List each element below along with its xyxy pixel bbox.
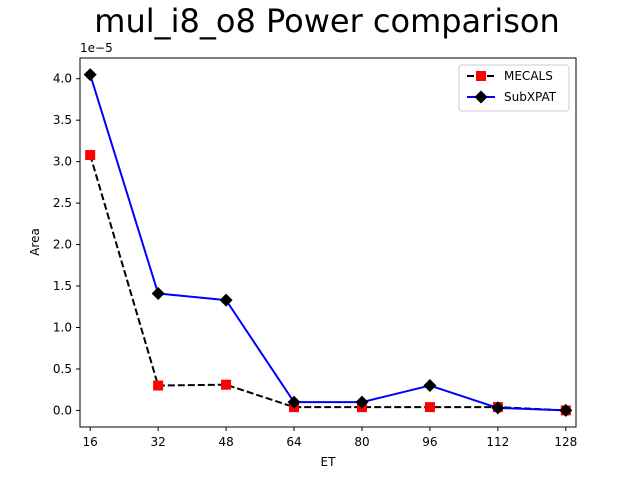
data-point: [491, 401, 505, 415]
data-point: [287, 395, 301, 409]
y-tick-label: 4.0: [53, 72, 72, 86]
legend-marker: [474, 90, 488, 104]
series-layer: [83, 68, 573, 417]
legend-entry: MECALS: [467, 69, 553, 83]
x-tick-label: 128: [554, 435, 577, 449]
x-axis-label: ET: [321, 455, 337, 469]
y-offset-text: 1e−5: [80, 41, 113, 55]
series-subxpat: [83, 68, 573, 417]
y-tick-label: 1.0: [53, 320, 72, 334]
data-point: [221, 379, 232, 390]
legend: MECALS SubXPAT: [458, 64, 570, 112]
y-tick-label: 2.0: [53, 238, 72, 252]
chart-title: mul_i8_o8 Power comparison: [94, 2, 559, 40]
plot-area-frame: [79, 57, 577, 428]
y-axis-label: Area: [28, 228, 42, 256]
data-point: [559, 403, 573, 417]
x-tick-label: 80: [354, 435, 369, 449]
y-tick-label: 0.0: [53, 403, 72, 417]
series-line: [89, 74, 566, 412]
x-tick-label: 48: [218, 435, 233, 449]
data-point: [219, 293, 233, 307]
legend-label: MECALS: [504, 69, 553, 83]
data-point: [355, 395, 369, 409]
y-tick-label: 1.5: [53, 279, 72, 293]
y-tick-label: 2.5: [53, 196, 72, 210]
y-tick-label: 3.0: [53, 155, 72, 169]
legend-label: SubXPAT: [504, 90, 557, 104]
legend-entry: SubXPAT: [467, 90, 557, 104]
x-tick-label: 112: [486, 435, 509, 449]
series-mecals: [85, 150, 571, 416]
data-point: [151, 286, 165, 300]
x-tick-label: 32: [150, 435, 165, 449]
data-point: [424, 402, 435, 413]
y-tick-label: 0.5: [53, 362, 72, 376]
x-tick-label: 96: [422, 435, 437, 449]
x-tick-label: 64: [286, 435, 301, 449]
y-tick-label: 3.5: [53, 113, 72, 127]
legend-frame: [458, 64, 570, 112]
series-line: [89, 154, 566, 412]
legend-marker: [476, 71, 486, 81]
data-point: [423, 379, 437, 393]
x-tick-label: 16: [83, 435, 98, 449]
y-axis: 0.0 0.5 1.0 1.5 2.0 2.5 3.0 3.5 4.0: [53, 72, 80, 417]
data-point: [83, 68, 97, 82]
x-axis: 16 32 48 64 80 96 112 128: [83, 427, 577, 449]
data-point: [153, 380, 164, 391]
data-point: [85, 150, 96, 161]
